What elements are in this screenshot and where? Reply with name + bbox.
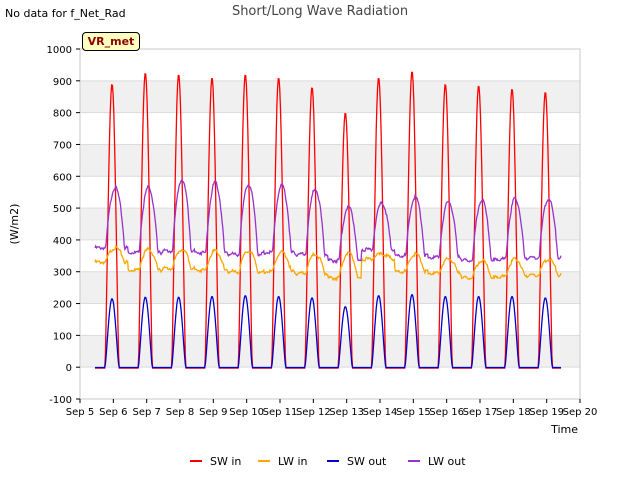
- x-tick-label: Sep 18: [496, 407, 531, 418]
- grid-band: [80, 80, 580, 113]
- x-tick-label: Sep 7: [132, 407, 160, 418]
- x-tick-label: Sep 9: [199, 407, 227, 418]
- y-tick-label: 400: [53, 236, 72, 247]
- y-axis-label: (W/m2): [8, 204, 21, 245]
- y-tick-label: 500: [53, 204, 72, 215]
- x-tick-label: Sep 17: [463, 407, 498, 418]
- grid-band: [80, 335, 580, 368]
- y-tick-label: 0: [66, 363, 72, 374]
- x-tick-label: Sep 5: [66, 407, 94, 418]
- x-tick-label: Sep 6: [99, 407, 127, 418]
- plot-frame: [79, 48, 581, 400]
- x-tick-label: Sep 8: [166, 407, 194, 418]
- x-tick-label: Sep 13: [329, 407, 364, 418]
- y-tick-label: 700: [53, 140, 72, 151]
- y-tick-label: 1000: [47, 45, 72, 56]
- legend-label: LW in: [278, 455, 308, 468]
- x-axis-label: Time: [550, 423, 578, 436]
- x-tick-label: Sep 19: [529, 407, 564, 418]
- grid-band: [80, 208, 580, 240]
- chart-title: Short/Long Wave Radiation: [232, 4, 408, 19]
- legend-label: SW out: [347, 455, 387, 468]
- y-tick-label: 800: [53, 109, 72, 120]
- legend-label: SW in: [210, 455, 241, 468]
- x-tick-label: Sep 15: [396, 407, 431, 418]
- x-tick-label: Sep 14: [363, 407, 398, 418]
- x-tick-label: Sep 12: [296, 407, 331, 418]
- series-line-lw-in: [94, 244, 562, 282]
- x-tick-label: Sep 20: [563, 407, 598, 418]
- x-tick-label: Sep 11: [263, 407, 298, 418]
- y-tick-label: 300: [53, 268, 72, 279]
- y-tick-label: 600: [53, 172, 72, 183]
- y-tick-label: 200: [53, 300, 72, 311]
- site-tag: VR_met: [82, 32, 140, 51]
- no-data-note: No data for f_Net_Rad: [5, 7, 126, 20]
- grid-band: [80, 144, 580, 177]
- series-line-sw-out: [95, 294, 561, 369]
- y-tick-label: 900: [53, 77, 72, 88]
- x-tick-label: Sep 10: [229, 407, 264, 418]
- y-tick-label: 100: [53, 331, 72, 342]
- x-tick-label: Sep 16: [429, 407, 464, 418]
- y-tick-label: -100: [49, 395, 72, 406]
- legend-label: LW out: [428, 455, 466, 468]
- series-line-lw-out: [94, 178, 562, 265]
